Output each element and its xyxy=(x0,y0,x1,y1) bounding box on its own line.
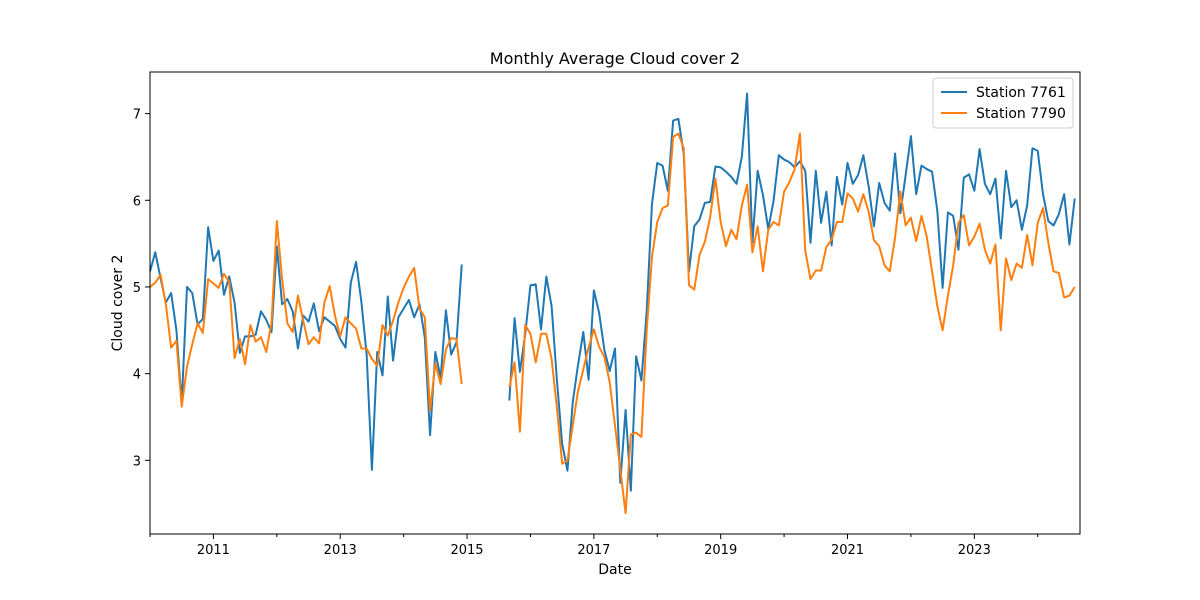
chart-title: Monthly Average Cloud cover 2 xyxy=(490,49,740,68)
x-tick-label: 2011 xyxy=(197,543,230,558)
series-line-2-segment-1 xyxy=(149,220,463,412)
y-axis-label: Cloud cover 2 xyxy=(110,255,126,352)
y-tick-label: 4 xyxy=(133,368,141,383)
legend-label: Station 7761 xyxy=(976,85,1066,101)
x-tick-label: 2015 xyxy=(450,543,483,558)
x-tick-label: 2017 xyxy=(577,543,610,558)
x-axis-label: Date xyxy=(598,562,631,578)
series-layer xyxy=(149,92,1076,515)
x-axis: 2011 2013 2015 2017 2019 2021 2023 xyxy=(149,534,1039,558)
y-tick-label: 7 xyxy=(133,108,141,123)
y-tick-label: 3 xyxy=(133,454,141,469)
legend-box xyxy=(932,77,1074,129)
y-tick-label: 6 xyxy=(133,194,141,209)
series-line-2-segment-2 xyxy=(508,132,1076,515)
legend: Station 7761 Station 7790 xyxy=(932,77,1074,129)
plot-frame xyxy=(149,71,1081,535)
legend-label: Station 7790 xyxy=(976,106,1066,122)
series-line-1-segment-2 xyxy=(508,92,1076,492)
series-line-1-segment-1 xyxy=(149,226,463,471)
y-tick-label: 5 xyxy=(133,281,141,296)
y-axis: 3 4 5 6 7 xyxy=(133,108,150,469)
x-tick-label: 2023 xyxy=(958,543,991,558)
x-tick-label: 2021 xyxy=(831,543,864,558)
x-tick-label: 2019 xyxy=(704,543,737,558)
x-tick-label: 2013 xyxy=(324,543,357,558)
